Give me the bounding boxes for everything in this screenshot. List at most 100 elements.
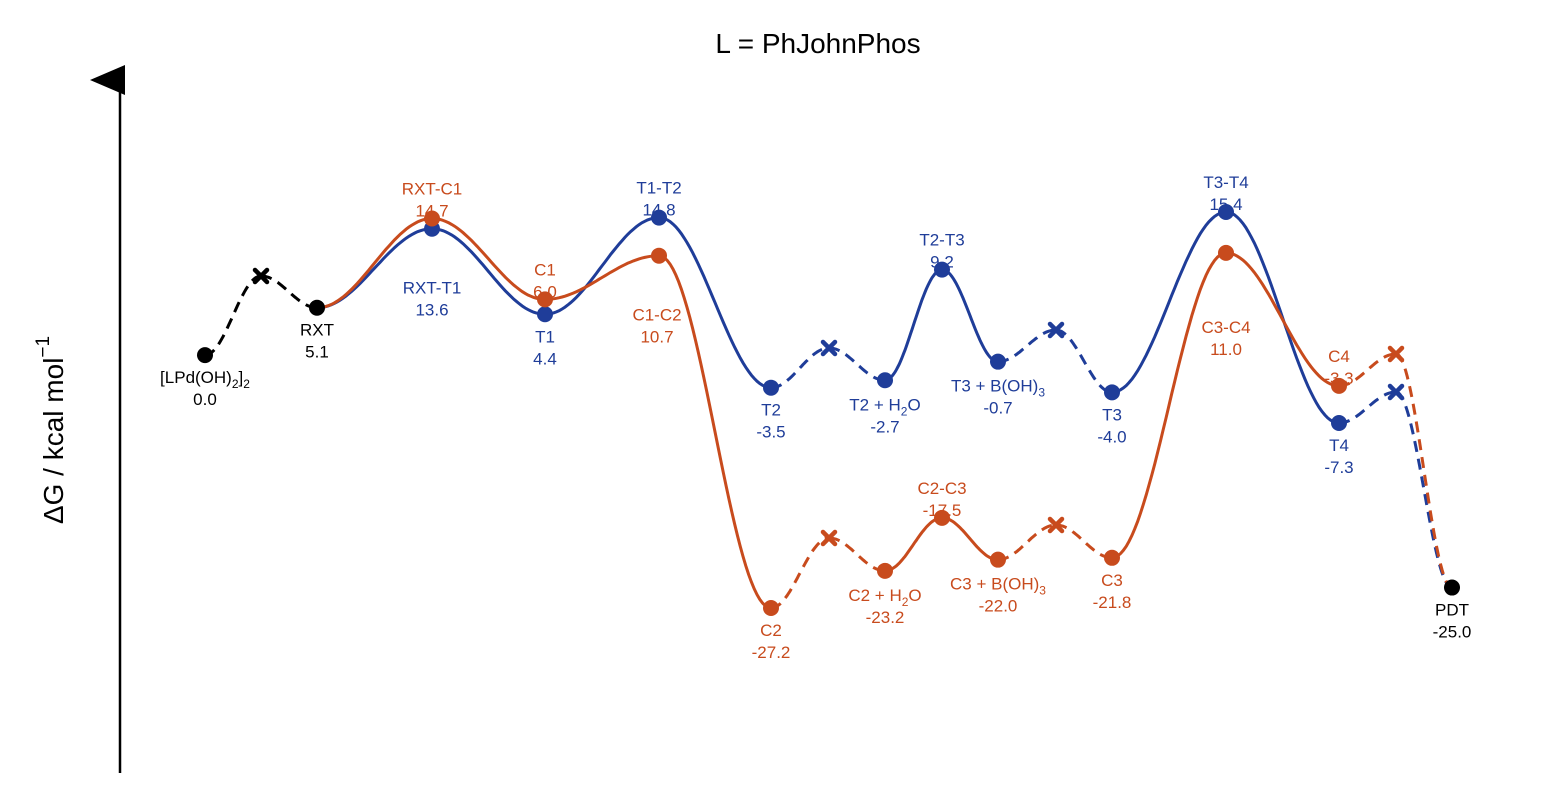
point-label-text: T2 + H — [849, 395, 901, 414]
curve-segment-orange — [884, 516, 943, 573]
curve-segment-orange — [997, 523, 1057, 562]
point-label-text: T1 — [535, 327, 555, 346]
curve-segment-blue — [829, 346, 886, 382]
point-label: T2 — [761, 401, 781, 420]
point-label: RXT-C1 — [402, 180, 462, 199]
point-value: -25.0 — [1433, 623, 1472, 642]
point-label-text: C1-C2 — [632, 306, 681, 325]
data-point-orange — [1218, 244, 1234, 261]
data-point-orange — [763, 600, 779, 616]
point-label: C2 + H2O — [848, 586, 921, 609]
point-value: 14.7 — [415, 202, 448, 221]
point-label-text: T2 — [761, 401, 781, 420]
dummy-point-orange — [1387, 345, 1405, 363]
curve-segment-blue — [431, 227, 546, 316]
curve-segment-blue — [1339, 390, 1396, 425]
data-point-blue — [537, 306, 553, 323]
curve-segment-orange — [1055, 523, 1112, 560]
curve-segment-orange — [544, 254, 660, 301]
dummy-point-black — [252, 267, 270, 285]
point-label: T3-T4 — [1203, 173, 1248, 192]
curve-segment-blue — [770, 346, 830, 390]
point-label-text: T1-T2 — [636, 179, 681, 198]
point-label-text: C2 + H — [848, 586, 901, 605]
point-label: PDT — [1435, 601, 1469, 620]
point-label-subscript: 2 — [243, 377, 250, 391]
point-label-text: O — [907, 395, 920, 414]
data-point-blue — [1218, 204, 1234, 220]
y-axis-label: ΔG / kcal mol−1 — [33, 336, 69, 524]
y-axis-label-superscript: −1 — [33, 336, 54, 358]
dummy-point-orange — [1047, 516, 1065, 534]
data-point-blue — [651, 209, 667, 226]
point-label: T1-T2 — [636, 179, 681, 198]
point-label-subscript: 2 — [232, 377, 239, 391]
dummy-point-blue — [820, 339, 838, 357]
point-label: T2-T3 — [919, 231, 964, 250]
curve-segment-orange — [316, 217, 433, 310]
data-point-blue — [1104, 384, 1120, 401]
point-label-text: ] — [239, 368, 244, 387]
point-label: T1 — [535, 327, 555, 346]
point-value: 15.4 — [1209, 195, 1242, 214]
point-value: 13.6 — [415, 301, 448, 320]
curve-segment-orange — [770, 536, 830, 610]
point-value: -22.0 — [979, 597, 1018, 616]
point-label-text: PDT — [1435, 601, 1469, 620]
data-point-black — [197, 347, 213, 364]
data-point-blue — [990, 353, 1006, 370]
data-point-orange — [651, 247, 667, 264]
point-label-text: RXT-T1 — [403, 279, 462, 298]
point-label-subscript: 2 — [901, 404, 908, 418]
curve-segment-orange — [431, 217, 546, 301]
point-value: -2.7 — [870, 417, 899, 436]
point-value: 5.1 — [305, 343, 329, 362]
curve-segment-blue — [997, 328, 1056, 364]
point-label-subscript: 2 — [902, 595, 909, 609]
point-label: C4 — [1328, 347, 1350, 366]
point-label-text: C3 — [1101, 571, 1123, 590]
point-label-text: T3-T4 — [1203, 173, 1248, 192]
curve-segment-blue — [544, 216, 660, 316]
point-label-text: O — [908, 586, 921, 605]
data-point-orange — [424, 210, 440, 227]
point-label-text: T2-T3 — [919, 231, 964, 250]
data-point-black — [1444, 579, 1460, 596]
curve-segment-orange — [941, 516, 999, 562]
data-point-blue — [877, 372, 893, 389]
point-label: [LPd(OH)2]2 — [160, 368, 250, 391]
point-label: T3 — [1102, 405, 1122, 424]
point-label: C1-C2 — [632, 306, 681, 325]
curve-segment-orange — [1111, 251, 1227, 560]
point-label: C2-C3 — [917, 479, 966, 498]
point-value: -17.5 — [923, 501, 962, 520]
data-point-orange — [1331, 377, 1347, 394]
curve-segment-blue — [658, 216, 772, 390]
curve-segment-orange — [1225, 251, 1340, 388]
point-label-text: C3 + B(OH) — [950, 575, 1039, 594]
data-point-black — [309, 299, 325, 316]
data-point-blue — [934, 261, 950, 278]
point-label: C3 + B(OH)3 — [950, 575, 1046, 598]
curve-segment-blue — [1055, 328, 1113, 394]
point-value: -23.2 — [866, 608, 905, 627]
point-value: 10.7 — [640, 328, 673, 347]
point-value: 11.0 — [1210, 340, 1242, 359]
point-label-text: C2-C3 — [917, 479, 966, 498]
point-value: -0.7 — [983, 399, 1012, 418]
point-label-text: T3 + B(OH) — [951, 377, 1038, 396]
curve-segment-orange — [828, 536, 885, 573]
data-point-orange — [990, 551, 1006, 568]
labels: [LPd(OH)2]20.0RXT5.1RXT-T113.6T14.4T1-T2… — [160, 173, 1471, 662]
point-label: C3-C4 — [1201, 318, 1250, 337]
curve-segment-blue — [884, 268, 943, 382]
data-point-blue — [1331, 415, 1347, 432]
point-label-text: RXT — [300, 321, 334, 340]
point-value: -4.0 — [1097, 427, 1126, 446]
dummy-point-blue — [1387, 383, 1405, 401]
data-point-orange — [934, 509, 950, 526]
curve-segment-orange — [1339, 352, 1396, 388]
point-label-subscript: 3 — [1039, 584, 1046, 598]
markers — [197, 204, 1460, 616]
